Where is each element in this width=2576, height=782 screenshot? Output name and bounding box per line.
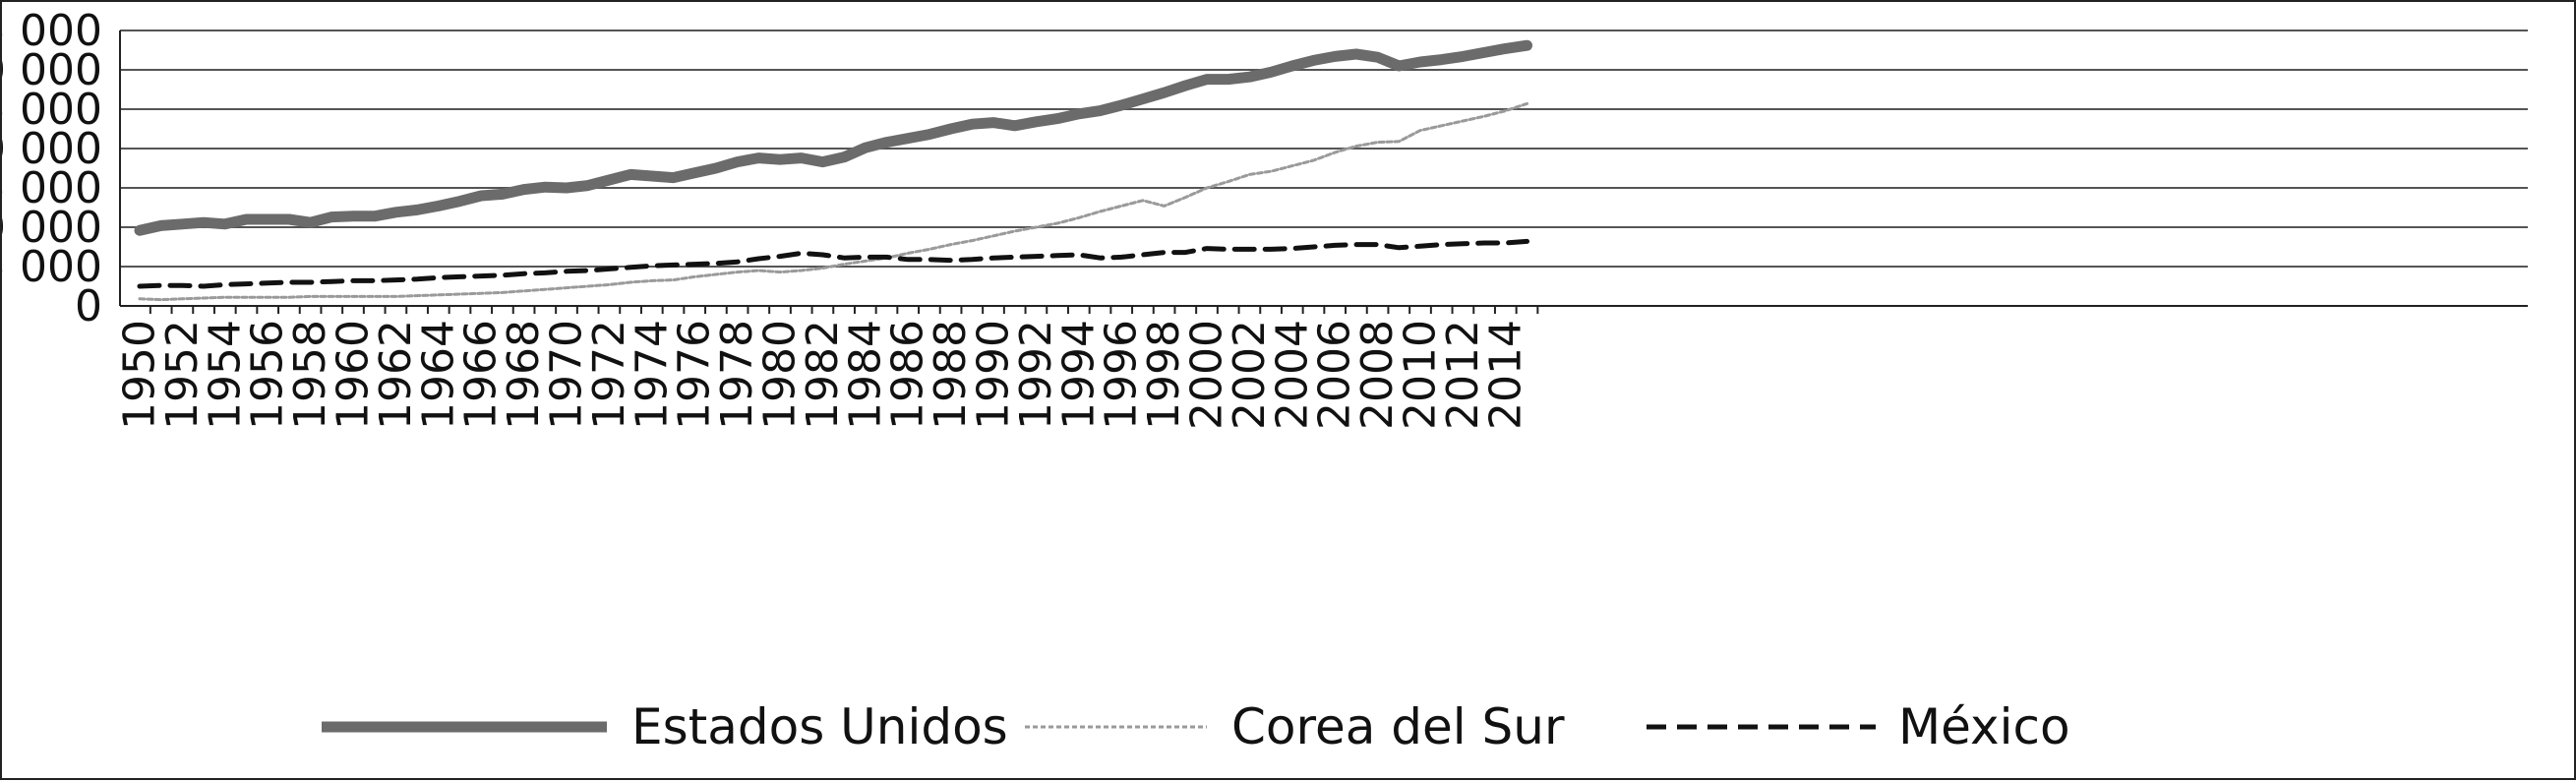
y-tick-label: 15 000 <box>2 163 102 213</box>
y-tick-label: 0 <box>75 281 102 331</box>
x-tick-label: 1998 <box>1139 320 1189 430</box>
legend-label: México <box>1898 698 2070 755</box>
x-tick-label: 1954 <box>200 320 250 430</box>
y-tick-label: 5 000 <box>2 242 102 292</box>
x-tick-label: 1960 <box>329 320 379 430</box>
series-line-1 <box>138 101 1528 302</box>
x-tick-label: 2010 <box>1396 320 1446 430</box>
legend-label: Estados Unidos <box>631 698 1008 755</box>
y-tick-label: 20 000 <box>2 124 102 174</box>
x-tick-label: 1962 <box>371 320 421 430</box>
y-tick-label: 10 000 <box>2 203 102 253</box>
series-line-2 <box>137 238 1529 289</box>
gridlines <box>120 30 2528 268</box>
y-tick-label: 30 000 <box>2 45 102 95</box>
x-tick-label: 1986 <box>883 320 933 430</box>
x-tick-label: 1996 <box>1097 320 1147 430</box>
x-tick-label: 1958 <box>285 320 335 430</box>
x-tick-label: 1974 <box>627 320 677 430</box>
x-tick-label: 1988 <box>926 320 976 430</box>
x-tick-label: 2004 <box>1267 320 1317 430</box>
x-tick-label: 1952 <box>157 320 208 430</box>
x-tick-label: 1984 <box>840 320 890 430</box>
x-tick-label: 1992 <box>1011 320 1061 430</box>
x-tick-label: 1982 <box>798 320 848 430</box>
series-lines <box>134 39 1532 302</box>
x-tick-label: 2014 <box>1480 320 1530 430</box>
x-tick-label: 1980 <box>755 320 806 430</box>
x-tick-label: 1950 <box>115 320 165 430</box>
legend-item: Corea del Sur <box>1025 698 1565 755</box>
x-tick-label: 2008 <box>1352 320 1403 430</box>
x-tick-label: 1966 <box>456 320 507 430</box>
x-tick-label: 1956 <box>243 320 293 430</box>
x-tick-label: 2002 <box>1225 320 1275 430</box>
x-tick-label: 1970 <box>542 320 592 430</box>
x-tick-label: 2000 <box>1182 320 1232 430</box>
x-tick-label: 1978 <box>712 320 762 430</box>
axes <box>119 30 2528 314</box>
x-axis-tick-labels: 1950195219541956195819601962196419661968… <box>115 320 1531 430</box>
legend: Estados Unidos Corea del Sur México <box>322 698 2070 755</box>
x-tick-label: 1968 <box>499 320 549 430</box>
series-line-0 <box>134 39 1532 236</box>
legend-item: Estados Unidos <box>322 698 1008 755</box>
x-tick-label: 1976 <box>670 320 720 430</box>
x-tick-label: 1990 <box>969 320 1019 430</box>
x-tick-label: 2012 <box>1438 320 1488 430</box>
x-tick-label: 2006 <box>1310 320 1360 430</box>
x-tick-label: 1994 <box>1053 320 1104 430</box>
y-tick-label: 25 000 <box>2 85 102 135</box>
legend-label: Corea del Sur <box>1231 698 1565 755</box>
legend-item: México <box>1647 698 2070 755</box>
y-tick-label: 35 000 <box>2 6 102 56</box>
x-tick-label: 1964 <box>413 320 463 430</box>
x-tick-label: 1972 <box>584 320 634 430</box>
